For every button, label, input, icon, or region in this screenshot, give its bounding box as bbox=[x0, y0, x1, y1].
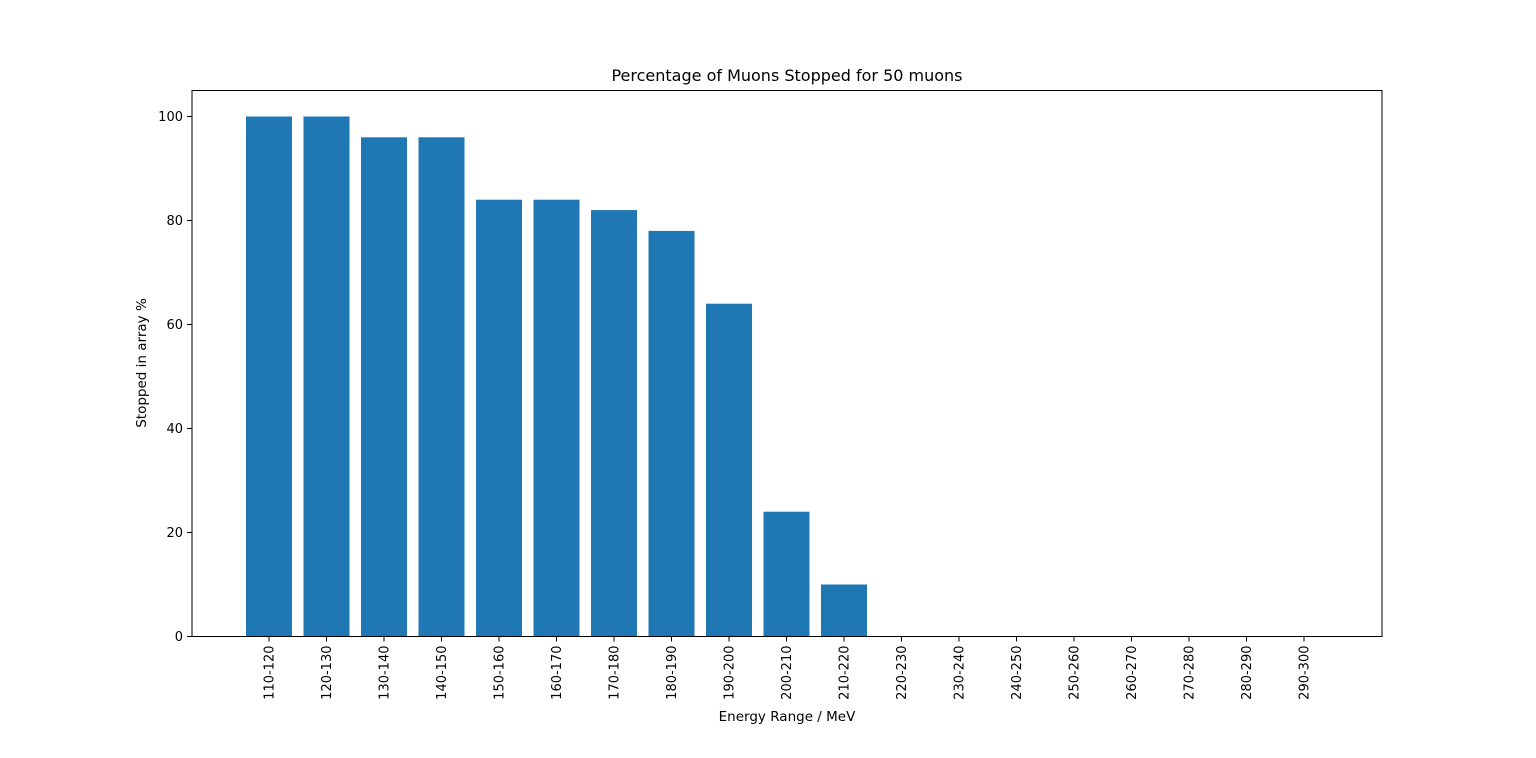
bar-190-200 bbox=[706, 303, 752, 637]
y-tick-label: 60 bbox=[166, 318, 183, 333]
bars-group bbox=[246, 116, 867, 637]
y-tick-label: 20 bbox=[166, 526, 183, 541]
x-tick-label: 280-290 bbox=[1240, 646, 1255, 700]
y-tick-label: 80 bbox=[166, 214, 183, 229]
x-tick-label: 140-150 bbox=[435, 646, 450, 700]
x-tick-label: 240-250 bbox=[1010, 646, 1025, 700]
x-tick-label: 230-240 bbox=[953, 646, 968, 700]
x-tick-label: 120-130 bbox=[320, 646, 335, 700]
x-tick-label: 170-180 bbox=[608, 646, 623, 700]
y-axis: 0 20 40 60 80 100 bbox=[158, 110, 192, 645]
bar-150-160 bbox=[476, 199, 522, 637]
x-tick-label: 250-260 bbox=[1068, 646, 1083, 700]
bar-160-170 bbox=[533, 199, 580, 637]
bar-120-130 bbox=[303, 116, 350, 637]
bar-110-120 bbox=[246, 116, 292, 637]
x-axis: 110-120 120-130 130-140 140-150 150-160 160-1… bbox=[263, 636, 1313, 700]
x-tick-label: 220-230 bbox=[895, 646, 910, 700]
y-tick-label: 100 bbox=[158, 110, 183, 125]
y-axis-label: Stopped in array % bbox=[134, 298, 150, 428]
x-tick-label: 270-280 bbox=[1183, 646, 1198, 700]
x-tick-label: 210-220 bbox=[838, 646, 853, 700]
x-tick-label: 160-170 bbox=[550, 646, 565, 700]
bar-130-140 bbox=[361, 137, 407, 637]
x-tick-label: 260-270 bbox=[1125, 646, 1140, 700]
bar-180-190 bbox=[648, 230, 695, 637]
y-tick-label: 40 bbox=[166, 422, 183, 437]
bar-200-210 bbox=[763, 511, 810, 637]
x-tick-label: 130-140 bbox=[378, 646, 393, 700]
bar-210-220 bbox=[821, 584, 867, 637]
chart-title: Percentage of Muons Stopped for 50 muons bbox=[611, 66, 962, 85]
bar-140-150 bbox=[418, 137, 465, 637]
x-tick-label: 180-190 bbox=[665, 646, 680, 700]
x-tick-label: 200-210 bbox=[780, 646, 795, 700]
x-tick-label: 150-160 bbox=[493, 646, 508, 700]
plot-area-frame bbox=[191, 90, 1383, 637]
x-tick-label: 190-200 bbox=[723, 646, 738, 700]
x-axis-label: Energy Range / MeV bbox=[719, 709, 856, 725]
bar-170-180 bbox=[591, 210, 637, 637]
x-tick-label: 110-120 bbox=[263, 646, 278, 700]
y-tick-label: 0 bbox=[175, 630, 183, 645]
x-tick-label: 290-300 bbox=[1298, 646, 1313, 700]
